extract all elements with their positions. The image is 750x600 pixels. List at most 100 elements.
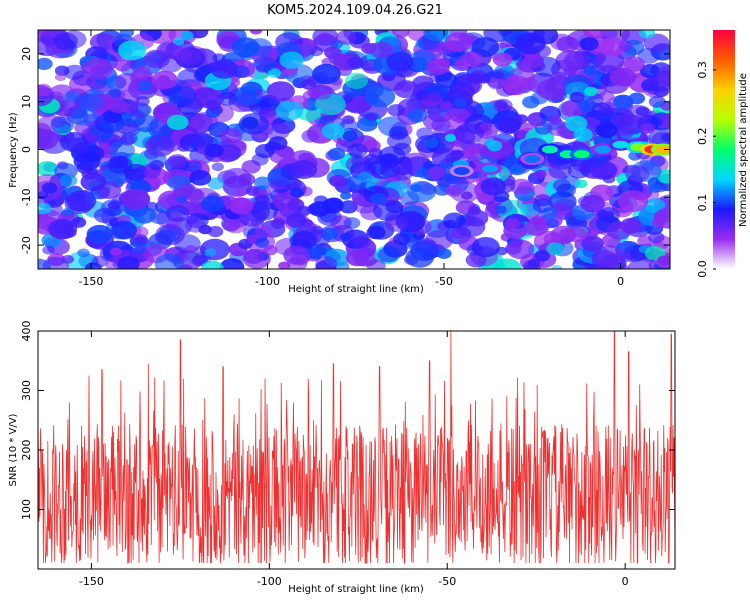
spectrogram-cell xyxy=(136,80,153,92)
spectrogram-cell xyxy=(599,37,626,57)
spectrogram-cell xyxy=(109,247,122,256)
spectrogram-y-ticks: -20 -10 0 10 20 xyxy=(20,47,670,254)
spectrogram-cell xyxy=(618,40,633,52)
spectrogram-cell xyxy=(549,116,562,125)
spectrogram-cell xyxy=(267,68,281,78)
spectrogram-cell xyxy=(117,256,140,269)
spectrogram-cell xyxy=(363,156,391,176)
y-tick-label: 200 xyxy=(20,440,33,461)
spectrogram-cell xyxy=(343,217,361,229)
spectrogram-cell xyxy=(436,248,452,259)
spectrogram-cell xyxy=(38,57,53,70)
ridge-point xyxy=(594,145,611,154)
spectrogram-cell xyxy=(327,147,346,161)
spectrogram-cell xyxy=(443,212,466,229)
spectrogram-cell xyxy=(121,122,141,137)
spectrogram-cell xyxy=(602,174,616,184)
spectrogram-cell xyxy=(279,51,304,69)
spectrogram-cell xyxy=(648,183,662,193)
spectrogram-cell xyxy=(648,127,670,149)
spectrogram-cell xyxy=(255,237,270,248)
spectrogram-cell xyxy=(59,174,78,187)
spectrogram-cell xyxy=(166,205,190,222)
spectrogram-cell xyxy=(657,255,670,266)
spectrogram-cell xyxy=(86,166,99,175)
spectrogram-cell xyxy=(114,73,140,91)
spectrogram-cell xyxy=(166,114,189,130)
spectrogram-cell xyxy=(445,133,457,142)
spectrogram-cell xyxy=(366,259,386,269)
spectrogram-cell xyxy=(321,123,345,140)
y-tick-label: 10 xyxy=(20,95,33,109)
spectrogram-cell xyxy=(492,70,504,80)
spectrogram-cell xyxy=(519,77,538,91)
spectrogram-cell xyxy=(470,70,487,82)
x-tick-label: -150 xyxy=(78,275,103,288)
spectrogram-cell xyxy=(407,108,428,123)
chart-title: KOM5.2024.109.04.26.G21 xyxy=(267,3,443,18)
ridge-point xyxy=(612,140,629,149)
spectrogram-cell xyxy=(599,90,615,102)
x-tick-label: 0 xyxy=(617,275,624,288)
spectrogram-cell xyxy=(597,207,621,223)
spectrogram-cell xyxy=(132,206,157,224)
spectrogram-cell xyxy=(229,197,254,215)
snr-y-ticks: 100 200 300 400 xyxy=(20,321,675,520)
spectrogram-cell xyxy=(270,178,291,194)
snr-series-line xyxy=(38,331,675,564)
spectrogram-cell xyxy=(243,249,264,264)
spectrogram-cell xyxy=(157,55,183,73)
spectrogram-cell xyxy=(50,116,74,134)
spectrogram-cell xyxy=(406,181,437,202)
spectrogram-cell xyxy=(534,169,547,179)
spectrogram-cell xyxy=(370,193,387,205)
spectrogram-cell xyxy=(108,88,122,98)
spectrogram-cell xyxy=(393,80,419,99)
spectrogram-cell xyxy=(342,115,355,125)
spectrogram-cell xyxy=(235,86,263,106)
spectrogram-cell xyxy=(523,53,545,69)
spectrogram-cell xyxy=(488,77,505,90)
spectrogram-cells xyxy=(38,30,670,269)
spectrogram-cell xyxy=(329,174,347,188)
spectrogram-cell xyxy=(310,225,324,235)
spectrogram-cell xyxy=(522,260,539,269)
spectrogram-cell xyxy=(366,225,386,240)
spectrogram-cell xyxy=(237,173,256,186)
ridge-point xyxy=(481,164,498,173)
spectrogram-cell xyxy=(85,132,99,143)
spectrogram-cell xyxy=(551,265,563,269)
spectrogram-cell xyxy=(255,194,269,205)
spectrogram-cell xyxy=(53,32,78,50)
spectrogram-cell xyxy=(38,83,52,97)
spectrogram-cell xyxy=(275,100,304,121)
spectrogram-cell xyxy=(565,226,588,243)
spectrogram-cell xyxy=(640,122,656,134)
spectrogram-cell xyxy=(569,91,585,103)
spectrogram-cell xyxy=(219,258,245,269)
spectrogram-cell xyxy=(320,227,339,240)
ridge-point xyxy=(524,155,541,164)
spectrogram-cell xyxy=(591,102,612,117)
spectrogram-cell xyxy=(70,106,98,126)
spectrogram-cell xyxy=(575,179,588,189)
spectrogram-cell xyxy=(423,136,439,149)
spectrogram-cell xyxy=(492,52,513,67)
y-tick-label: -10 xyxy=(20,188,33,206)
spectrogram-cell xyxy=(357,171,374,183)
spectrogram-cell xyxy=(268,136,288,151)
spectrogram-cell xyxy=(387,132,412,150)
spectrogram-cell xyxy=(64,90,80,102)
spectrogram-cell xyxy=(93,207,116,224)
spectrogram-cell xyxy=(351,156,365,167)
spectrogram-cell xyxy=(509,164,525,176)
spectrogram-cell xyxy=(120,135,136,146)
snr-x-axis-label: Height of straight line (km) xyxy=(288,584,424,595)
spectrogram-cell xyxy=(249,30,263,35)
spectrogram-cell xyxy=(427,166,446,179)
spectrogram-cell xyxy=(640,64,660,79)
spectrogram-cell xyxy=(181,183,196,194)
spectrogram-cell xyxy=(172,37,185,46)
